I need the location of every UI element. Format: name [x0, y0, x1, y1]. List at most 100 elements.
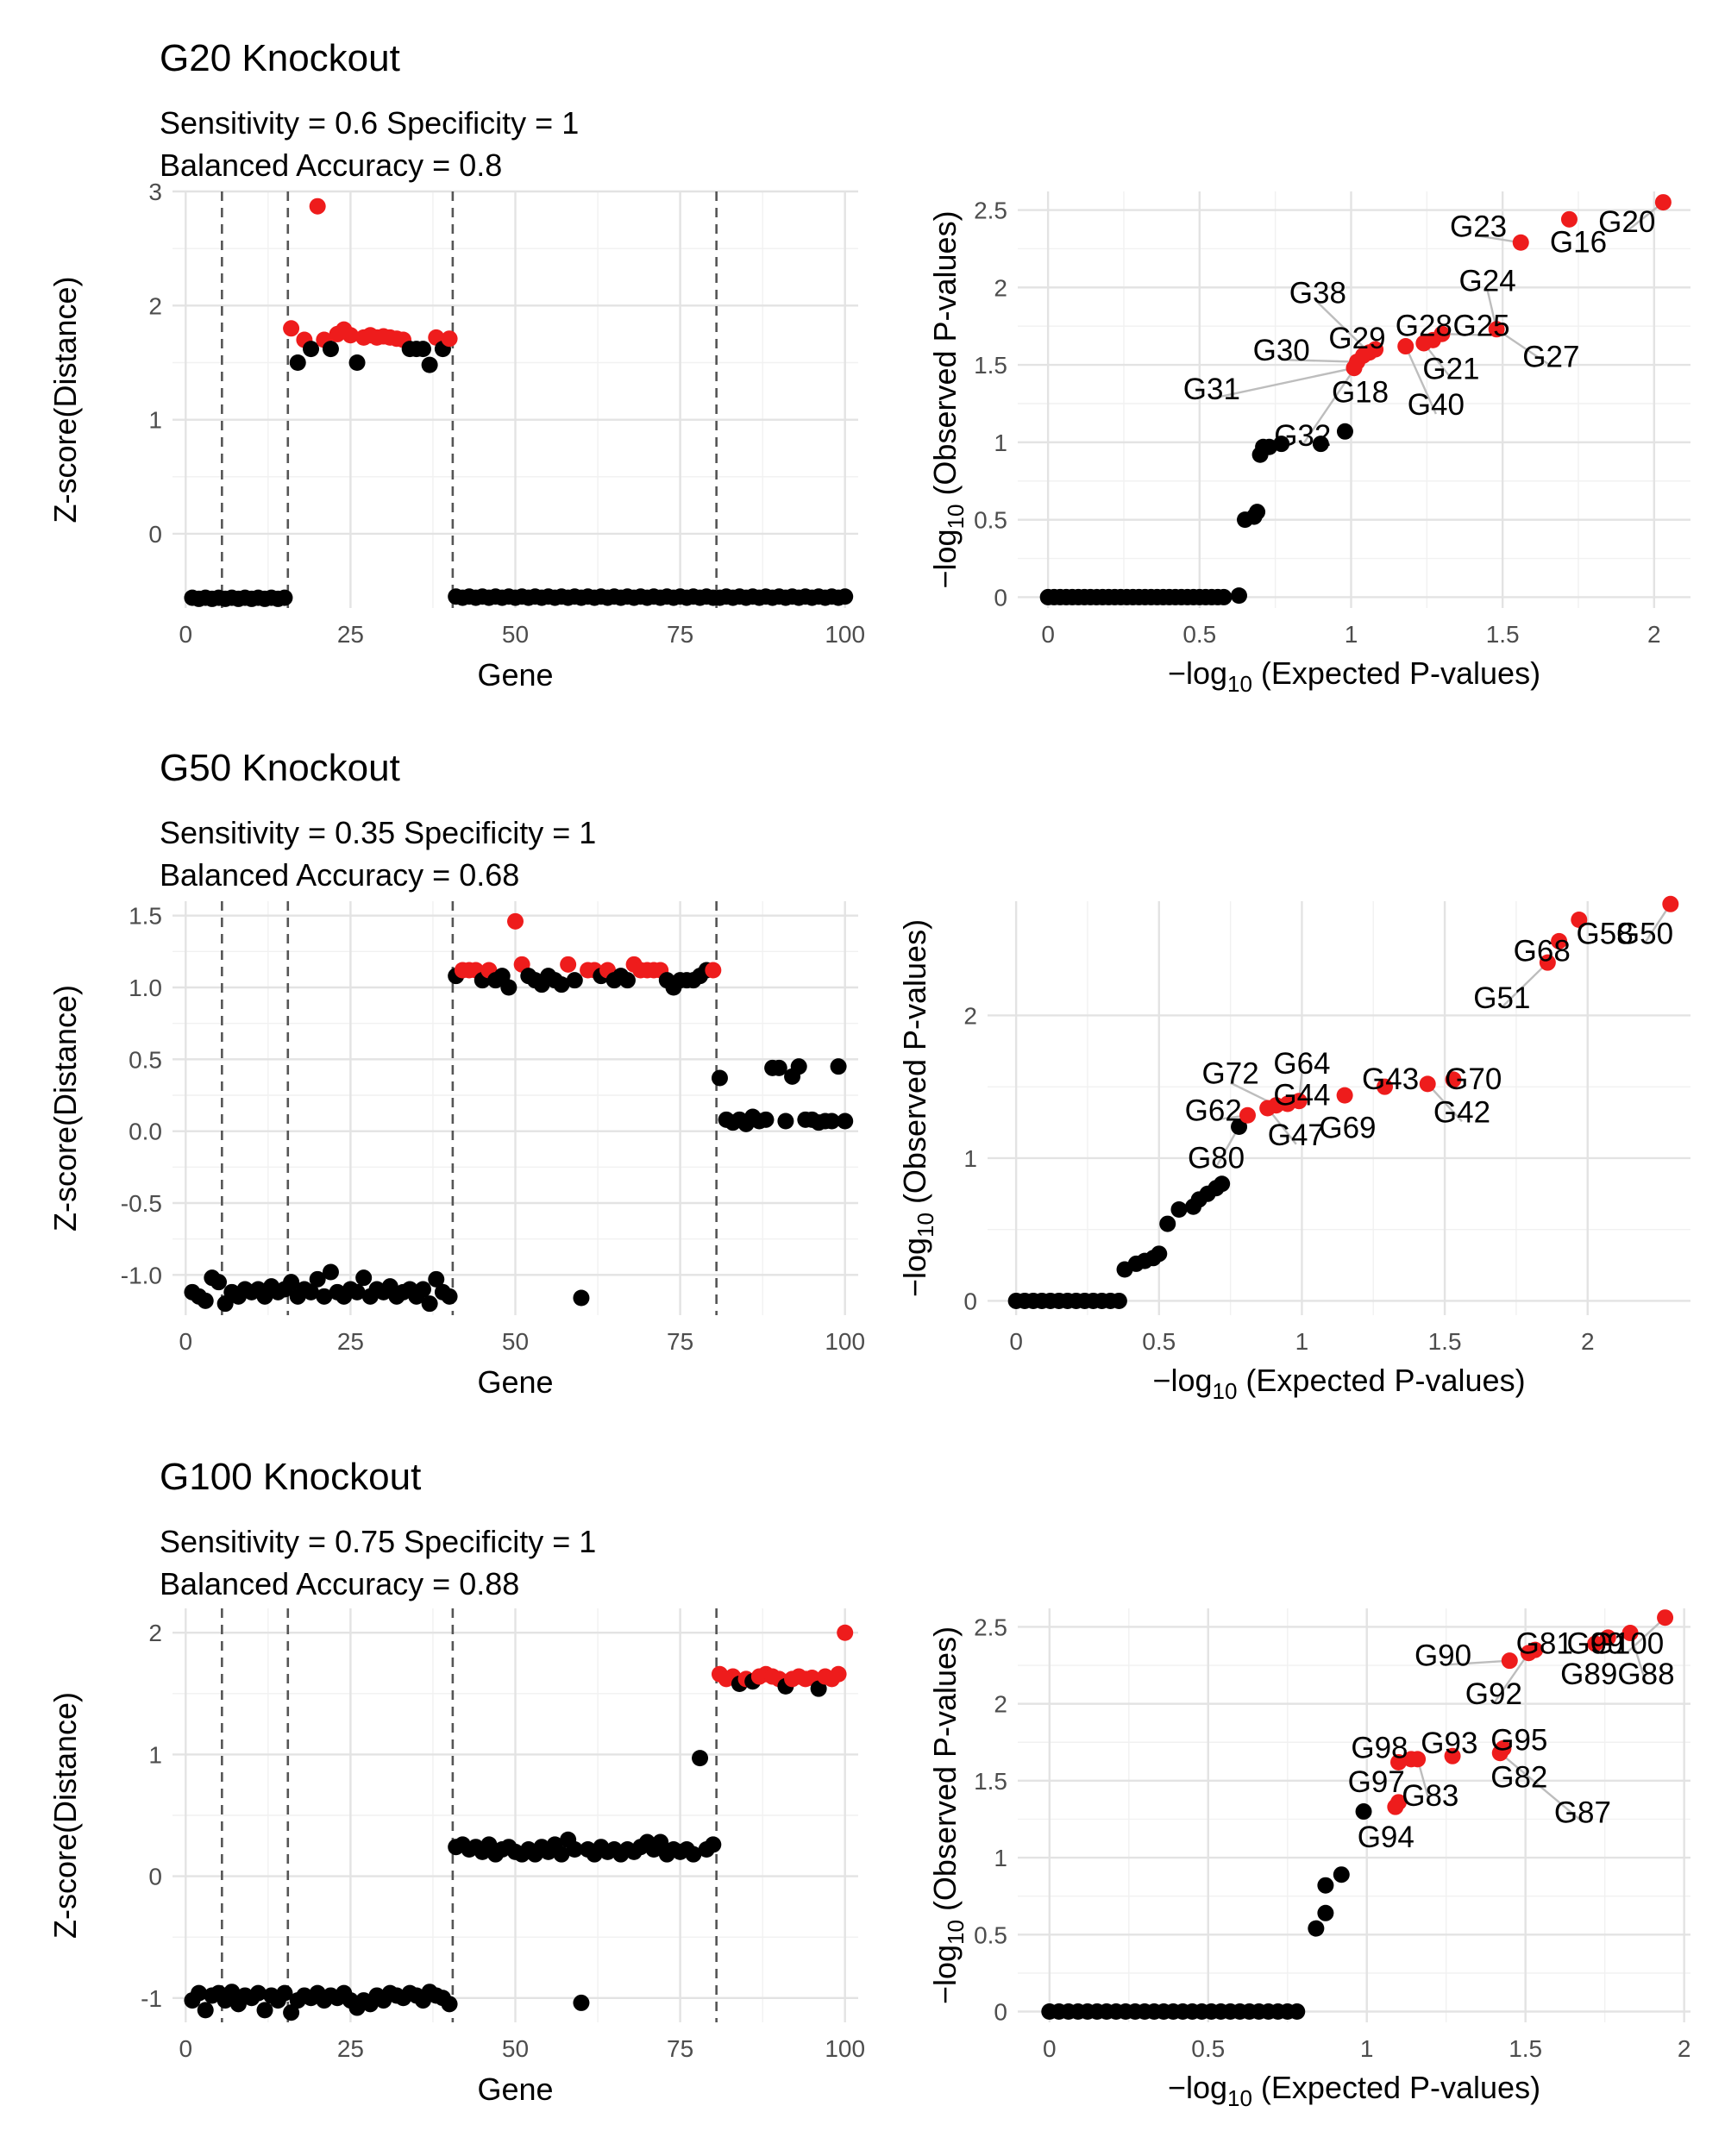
y-tick-label: 1 [994, 1845, 1007, 1871]
x-axis-title: Gene [477, 2071, 553, 2107]
x-tick-label: 0 [179, 1328, 192, 1355]
data-point [303, 341, 320, 358]
y-axis-title: −log10 (Observed P-values) [897, 919, 938, 1297]
x-tick-label: 50 [502, 1328, 529, 1355]
data-point [573, 1994, 590, 2011]
hit-point [1495, 1739, 1512, 1757]
data-point [553, 976, 570, 993]
data-point [348, 1283, 366, 1300]
y-tick-label: 1.5 [974, 352, 1007, 379]
x-tick-label: 25 [337, 621, 364, 648]
point-label: G90 [1414, 1639, 1471, 1673]
point-label: G81 [1516, 1626, 1573, 1660]
x-tick-label: 100 [825, 1328, 865, 1355]
x-axis-title: −log10 (Expected P-values) [1168, 2070, 1540, 2111]
chart-title: G50 Knockout [160, 747, 400, 789]
data-point [441, 1288, 458, 1305]
data-point [1273, 436, 1290, 453]
x-tick-label: 75 [667, 621, 693, 648]
hit-point [837, 1624, 854, 1641]
x-tick-label: 0.5 [1191, 2035, 1225, 2062]
y-tick-label: 0 [148, 521, 162, 548]
point-label: G24 [1459, 264, 1516, 298]
point-label: G25 [1452, 309, 1509, 342]
point-label: G40 [1408, 388, 1465, 422]
hit-point [560, 956, 577, 973]
data-point [283, 1274, 300, 1291]
data-point [348, 354, 366, 371]
y-tick-label: 1 [148, 407, 162, 434]
x-tick-label: 0 [179, 2035, 192, 2062]
point-label: G27 [1522, 340, 1579, 373]
points [184, 197, 854, 607]
hit-point [283, 320, 300, 337]
grid [1018, 191, 1690, 608]
x-tick-label: 25 [337, 2035, 364, 2062]
hit-point [1657, 1609, 1674, 1626]
data-point [711, 1069, 728, 1087]
point-label: G58 [1577, 917, 1634, 950]
hit-point [1290, 1093, 1308, 1110]
hit-point [1419, 1075, 1436, 1093]
hit-point [1501, 1652, 1518, 1670]
point-label: G44 [1273, 1078, 1330, 1112]
x-tick-label: 2 [1647, 621, 1661, 648]
x-tick-label: 0.5 [1142, 1328, 1176, 1355]
chart-title: G20 Knockout [160, 37, 400, 79]
y-tick-label: 1.5 [974, 1768, 1007, 1795]
point-label: G93 [1421, 1727, 1477, 1760]
y-tick-label: 2.5 [974, 1614, 1007, 1640]
point-label: G80 [1188, 1141, 1245, 1175]
data-point [837, 588, 854, 605]
points [1039, 194, 1672, 605]
data-point [428, 1270, 445, 1288]
hit-point [1409, 1751, 1427, 1768]
point-label: G98 [1351, 1732, 1408, 1765]
y-tick-label: 2 [148, 292, 162, 319]
label-connector [1281, 358, 1355, 363]
data-point [692, 1750, 709, 1767]
y-tick-label: 0 [994, 584, 1007, 611]
hit-point [1654, 194, 1672, 211]
data-point [1231, 1119, 1248, 1136]
x-tick-label: 2 [1678, 2035, 1691, 2062]
label-connector [1626, 1616, 1666, 1654]
x-tick-label: 2 [1581, 1328, 1595, 1355]
data-point [823, 1112, 840, 1130]
hit-point [1367, 341, 1384, 358]
y-axis-title: −log10 (Observed P-values) [927, 1626, 969, 2004]
point-label: G30 [1253, 334, 1310, 367]
y-tick-label: 0.5 [974, 507, 1007, 534]
hit-point [1390, 1794, 1408, 1811]
x-axis-title: Gene [477, 1364, 553, 1400]
point-label: G88 [1617, 1658, 1674, 1691]
points [184, 912, 854, 1313]
data-point [283, 2004, 300, 2021]
x-tick-label: 1 [1345, 621, 1358, 648]
y-tick-label: -1 [141, 1985, 162, 2012]
x-tick-label: 1 [1295, 1328, 1309, 1355]
x-tick-label: 1.5 [1428, 1328, 1462, 1355]
data-point [1151, 1245, 1168, 1263]
point-label: G82 [1490, 1760, 1547, 1794]
chart-subtitle: Sensitivity = 0.35 Specificity = 1 [160, 815, 596, 850]
points [1041, 1609, 1674, 2021]
x-tick-label: 100 [825, 2035, 865, 2062]
y-tick-label: 2 [994, 274, 1007, 301]
y-tick-label: 3 [148, 179, 162, 205]
x-tick-label: 1.5 [1509, 2035, 1542, 2062]
x-tick-label: 50 [502, 621, 529, 648]
hit-point [1336, 1087, 1353, 1104]
chart-panel-5: G100 Knockout Sensitivity = 0.75 Specific… [47, 1456, 865, 2107]
points [1007, 895, 1679, 1309]
data-point [573, 1289, 590, 1307]
data-point [276, 589, 293, 606]
point-label: G92 [1465, 1677, 1522, 1711]
y-tick-label: 0.5 [974, 1921, 1007, 1948]
data-point [223, 1984, 241, 2001]
label-connector [1496, 328, 1552, 367]
data-point [618, 972, 636, 989]
